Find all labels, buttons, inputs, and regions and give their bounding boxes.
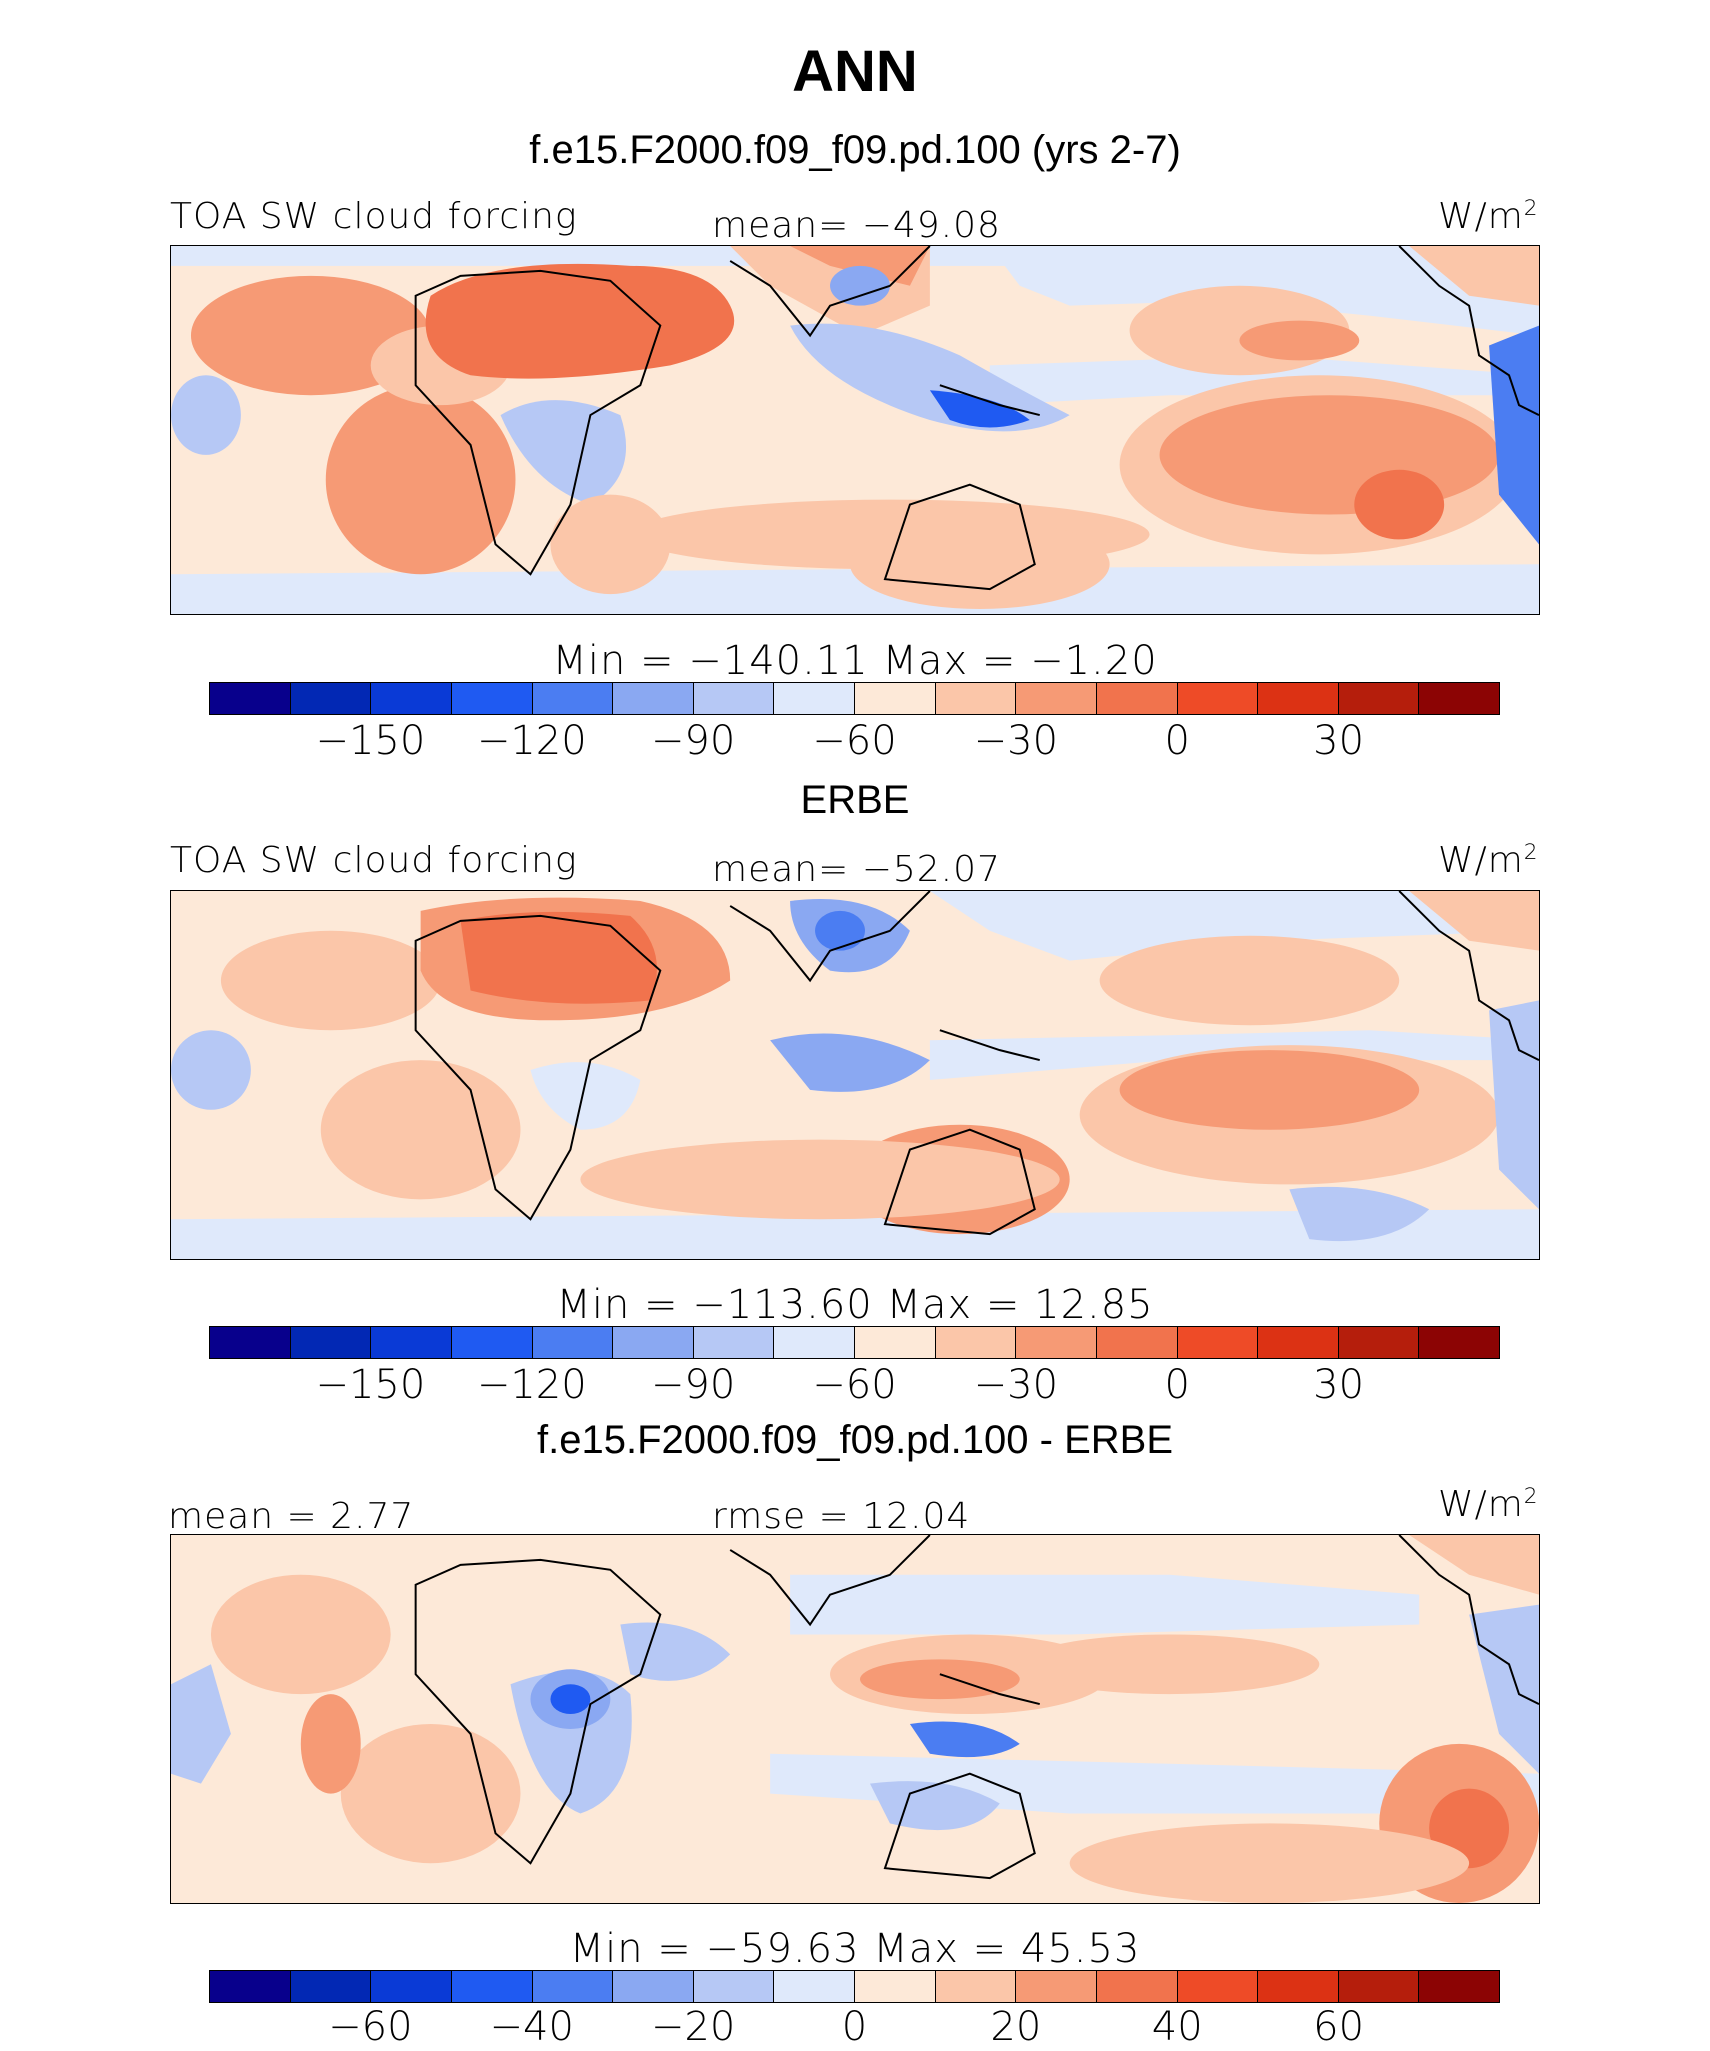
panel-2-mean-label: mean= −52.07 <box>712 849 1001 890</box>
colorbar-tick-label: 0 <box>841 2004 868 2050</box>
colorbar-segment <box>532 683 614 714</box>
colorbar-segment <box>1177 1327 1259 1358</box>
panel-3-mean-label: mean = 2.77 <box>168 1496 415 1537</box>
colorbar-tick-label: 30 <box>1313 718 1365 764</box>
colorbar-tick-label: −120 <box>476 718 587 764</box>
colorbar-segment <box>1096 1327 1178 1358</box>
colorbar-segment <box>532 1327 614 1358</box>
colorbar-segment <box>1419 683 1499 714</box>
colorbar-segment <box>774 683 855 714</box>
panel-1-colorbar <box>209 682 1500 715</box>
colorbar-segment <box>935 1971 1017 2002</box>
colorbar-segment <box>290 683 372 714</box>
panel-3-map <box>170 1534 1540 1904</box>
colorbar-segment <box>371 1971 452 2002</box>
panel-2-colorbar <box>209 1326 1500 1359</box>
colorbar-tick-label: −40 <box>489 2004 574 2050</box>
panel-1-minmax: Min = −140.11 Max = −1.20 <box>552 638 1158 684</box>
colorbar-segment <box>210 683 291 714</box>
panel-2-colorbar-ticks: −150 −120 −90 −60 −30 0 30 <box>0 1362 1710 1412</box>
colorbar-tick-label: −90 <box>650 1362 736 1408</box>
panel-2-units: W/m2 <box>1438 840 1539 881</box>
colorbar-tick-label: −20 <box>650 2004 736 2050</box>
colorbar-tick-label: −150 <box>315 718 426 764</box>
colorbar-segment <box>371 683 452 714</box>
panel-2-map <box>170 890 1540 1260</box>
panel-1-heading: f.e15.F2000.f09_f09.pd.100 (yrs 2-7) <box>529 128 1181 172</box>
colorbar-segment <box>1419 1971 1499 2002</box>
colorbar-segment <box>451 1327 533 1358</box>
colorbar-segment <box>613 1327 694 1358</box>
colorbar-segment <box>1016 683 1097 714</box>
colorbar-segment <box>855 1327 936 1358</box>
panel-3-colorbar-ticks: −60 −40 −20 0 20 40 60 <box>0 2004 1710 2051</box>
colorbar-segment <box>1177 683 1259 714</box>
colorbar-segment <box>1419 1327 1499 1358</box>
colorbar-segment <box>613 683 694 714</box>
colorbar-tick-label: −90 <box>650 718 736 764</box>
colorbar-tick-label: −30 <box>973 1362 1059 1408</box>
colorbar-tick-label: 0 <box>1164 1362 1190 1408</box>
colorbar-segment <box>693 1327 775 1358</box>
colorbar-segment <box>1338 1327 1420 1358</box>
panel-3-colorbar <box>209 1970 1500 2003</box>
colorbar-tick-label: 40 <box>1151 2004 1203 2050</box>
colorbar-segment <box>290 1971 372 2002</box>
colorbar-segment <box>1338 1971 1420 2002</box>
colorbar-segment <box>1016 1971 1097 2002</box>
colorbar-segment <box>1016 1327 1097 1358</box>
colorbar-segment <box>1096 683 1178 714</box>
panel-2-minmax: Min = −113.60 Max = 12.85 <box>556 1282 1154 1328</box>
colorbar-segment <box>1258 1971 1339 2002</box>
colorbar-tick-label: 0 <box>1164 718 1190 764</box>
colorbar-segment <box>210 1971 291 2002</box>
colorbar-segment <box>451 1971 533 2002</box>
colorbar-segment <box>774 1971 855 2002</box>
colorbar-segment <box>532 1971 614 2002</box>
colorbar-segment <box>935 683 1017 714</box>
colorbar-segment <box>451 683 533 714</box>
colorbar-tick-label: −120 <box>476 1362 587 1408</box>
colorbar-segment <box>1177 1971 1259 2002</box>
colorbar-segment <box>855 1971 936 2002</box>
panel-1-mean-label: mean= −49.08 <box>712 205 1001 246</box>
figure-title: ANN <box>792 39 918 104</box>
panel-2-heading: ERBE <box>800 778 910 822</box>
colorbar-tick-label: 60 <box>1313 2004 1365 2050</box>
panel-3-minmax: Min = −59.63 Max = 45.53 <box>569 1926 1141 1972</box>
panel-1-colorbar-ticks: −150 −120 −90 −60 −30 0 30 <box>0 718 1710 768</box>
colorbar-tick-label: 30 <box>1313 1362 1365 1408</box>
colorbar-segment <box>1258 1327 1339 1358</box>
colorbar-segment <box>290 1327 372 1358</box>
colorbar-tick-label: −30 <box>973 718 1059 764</box>
colorbar-segment <box>1258 683 1339 714</box>
colorbar-segment <box>935 1327 1017 1358</box>
colorbar-tick-label: −60 <box>812 1362 897 1408</box>
colorbar-segment <box>855 683 936 714</box>
colorbar-segment <box>693 683 775 714</box>
colorbar-segment <box>1096 1971 1178 2002</box>
panel-1-map <box>170 245 1540 615</box>
colorbar-tick-label: −60 <box>328 2004 413 2050</box>
colorbar-segment <box>1338 683 1420 714</box>
panel-3-heading: f.e15.F2000.f09_f09.pd.100 - ERBE <box>537 1418 1173 1462</box>
panel-1-units: W/m2 <box>1438 196 1539 237</box>
colorbar-segment <box>693 1971 775 2002</box>
colorbar-tick-label: 20 <box>990 2004 1042 2050</box>
panel-3-rmse-label: rmse = 12.04 <box>712 1496 971 1537</box>
colorbar-segment <box>371 1327 452 1358</box>
panel-3-units: W/m2 <box>1438 1484 1539 1525</box>
colorbar-segment <box>613 1971 694 2002</box>
panel-1-variable-label: TOA SW cloud forcing <box>170 196 578 237</box>
colorbar-segment <box>774 1327 855 1358</box>
colorbar-segment <box>210 1327 291 1358</box>
colorbar-tick-label: −60 <box>812 718 897 764</box>
colorbar-tick-label: −150 <box>315 1362 426 1408</box>
panel-2-variable-label: TOA SW cloud forcing <box>170 840 578 881</box>
